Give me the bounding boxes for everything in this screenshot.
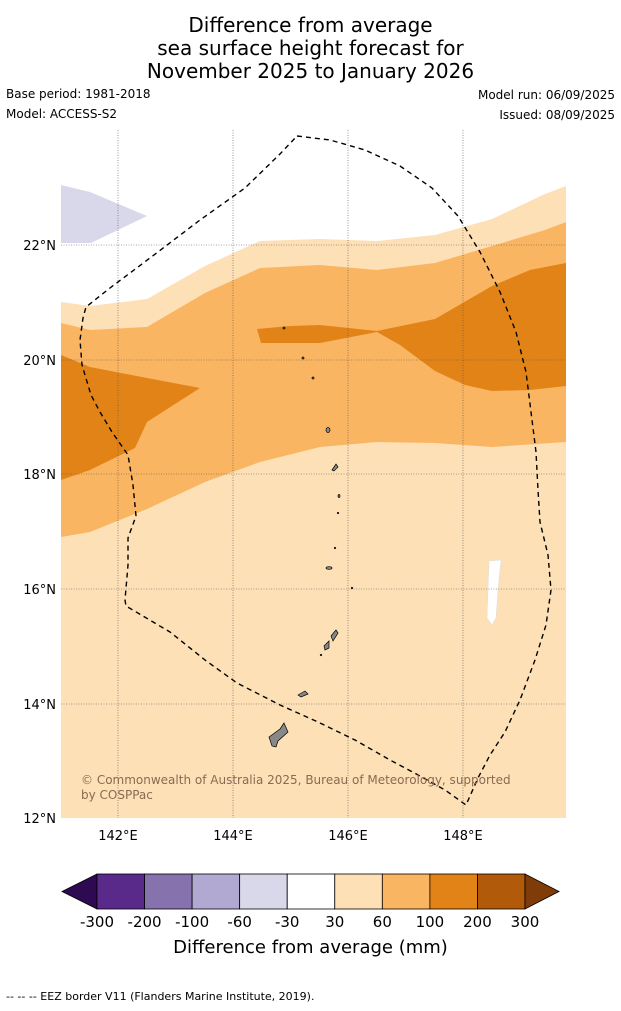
colorbar-segment [381,873,431,910]
colorbar-segment [144,873,193,910]
region-light-orange [61,222,566,537]
model-run-label: Model run: 06/09/2025 [477,88,615,102]
colorbar-tick-label: 100 [416,913,445,931]
lon-tick-148: 148°E [443,829,483,844]
eez-border [79,135,552,807]
title-line-1: Difference from average [188,13,433,37]
model-label: Model: ACCESS-S2 [6,107,118,121]
copyright-line-2: by COSPPac [81,788,153,802]
colorbar-tick-label: 60 [373,913,392,931]
copyright-line-1: © Commonwealth of Australia 2025, Bureau… [81,773,511,787]
lon-tick-146: 146°E [328,829,368,844]
issued-label: Issued: 08/09/2025 [499,108,615,122]
lat-tick-16: 16°N [23,583,56,598]
colorbar-tick-label: -30 [275,913,300,931]
lat-tick-20: 20°N [23,354,56,369]
eez-footnote: -- -- -- EEZ border V11 (Flanders Marine… [6,990,315,1003]
lat-tick-18: 18°N [23,468,56,483]
colorbar: -300 -200 -100 -60 -30 30 60 100 200 300 [61,873,560,931]
title-line-3: November 2025 to January 2026 [146,59,475,83]
colorbar-segment [96,873,145,910]
colorbar-segment [239,873,288,910]
colorbar-tick-label: 30 [325,913,344,931]
colorbar-tick-label: 200 [463,913,492,931]
colorbar-segment [429,873,478,910]
colorbar-title: Difference from average (mm) [173,937,448,958]
colorbar-tick-label: -200 [128,913,162,931]
colorbar-tick-label: -60 [227,913,252,931]
land-islands [268,326,354,748]
chart-title: Difference from average sea surface heig… [0,14,621,83]
title-line-2: sea surface height forecast for [157,36,464,60]
lon-tick-144: 144°E [213,829,253,844]
colorbar-tick-label: -100 [175,913,209,931]
colorbar-extend-high [524,873,560,910]
region-white-patch [486,559,502,626]
region-orange-east [257,263,566,391]
map-grid [61,130,566,818]
colorbar-segment [286,873,336,910]
lat-tick-22: 22°N [23,239,56,254]
colorbar-tick-label: -300 [80,913,114,931]
region-light-purple [61,185,147,243]
colorbar-tick-label: 300 [511,913,540,931]
colorbar-segment [334,873,383,910]
colorbar-segment [191,873,241,910]
region-orange-west [61,355,200,480]
lat-tick-12: 12°N [23,812,56,827]
lat-tick-14: 14°N [23,698,56,713]
colorbar-extend-low [61,873,98,910]
lon-tick-142: 142°E [98,829,138,844]
colorbar-segment [477,873,526,910]
base-period-label: Base period: 1981-2018 [6,87,151,101]
